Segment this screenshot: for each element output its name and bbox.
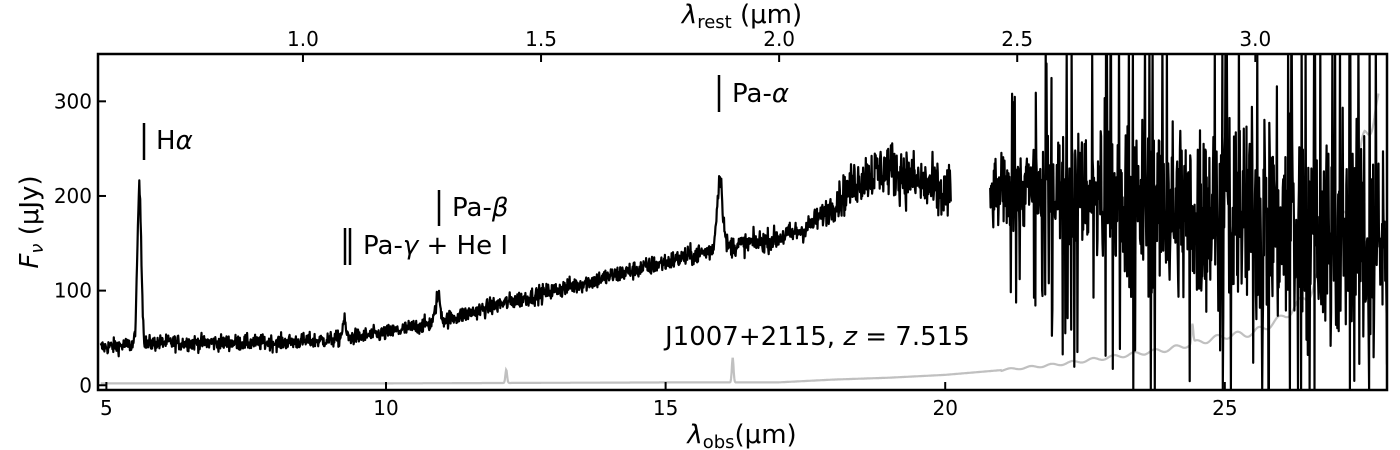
top-tick-label: 2.5 [1001,27,1033,51]
top-tick-label: 2.0 [763,27,795,51]
paalpha-label: Pa-α [732,79,789,109]
top-axis-ticks: 1.0 1.5 2.0 2.5 3.0 [287,27,1271,62]
pagamma-label: Pa-γ + He I [363,231,508,261]
plot-frame [96,52,1389,392]
x-tick-label: 20 [932,396,957,420]
y-axis-ticks: 0 100 200 300 [54,89,106,397]
line-annotations: Hα Pa-β Pa-γ + He I Pa-α J1007+2115, z =… [142,75,970,352]
x-tick-label: 15 [653,396,678,420]
top-axis-title: λrest (μm) [680,0,802,33]
y-tick-label: 100 [54,279,92,303]
y-tick-label: 0 [79,373,92,397]
flux-series-line [99,54,1387,390]
error-series-line [100,93,1380,385]
error-spectrum [100,93,1380,385]
y-tick-label: 200 [54,184,92,208]
object-label: J1007+2115, z = 7.515 [663,322,970,352]
x-axis-ticks: 5 10 15 20 25 [100,382,1238,420]
flux-spectrum [99,54,1387,390]
y-tick-label: 300 [54,89,92,113]
halpha-label: Hα [156,126,193,156]
x-tick-label: 25 [1212,396,1237,420]
x-axis-title: λobs(μm) [685,420,796,450]
x-tick-label: 5 [100,396,113,420]
top-tick-label: 3.0 [1239,27,1271,51]
top-tick-label: 1.0 [287,27,319,51]
x-tick-label: 10 [373,396,398,420]
top-tick-label: 1.5 [525,27,557,51]
pabeta-label: Pa-β [452,193,508,223]
y-axis-title: Fν (μJy) [15,175,48,268]
